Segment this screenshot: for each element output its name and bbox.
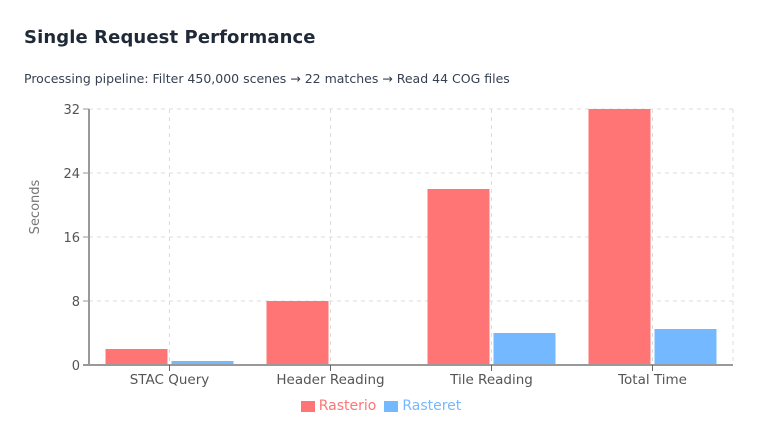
y-tick-label: 8 (72, 295, 80, 310)
bar-rasterio-total-time[interactable] (588, 109, 651, 365)
bar-rasterio-stac-query[interactable] (105, 349, 168, 365)
legend-item-rasterio[interactable]: Rasterio (300, 398, 377, 414)
x-category-label: Total Time (617, 372, 687, 388)
rasteret-swatch-icon (384, 400, 399, 412)
chart-subtitle: Processing pipeline: Filter 450,000 scen… (24, 71, 510, 86)
axes (83, 108, 733, 371)
bar-rasteret-stac-query[interactable] (171, 361, 234, 365)
bar-rasterio-tile-reading[interactable] (427, 189, 490, 365)
rasterio-swatch-icon (300, 400, 315, 412)
bars (105, 109, 717, 365)
y-tick-label: 16 (63, 231, 80, 246)
legend-label-rasteret: Rasteret (402, 398, 462, 414)
bar-rasteret-tile-reading[interactable] (493, 333, 556, 365)
y-tick-label: 24 (63, 167, 80, 182)
x-category-label: Header Reading (276, 372, 384, 388)
x-category-label: STAC Query (130, 372, 210, 388)
legend: Rasterio Rasteret (0, 398, 762, 414)
y-axis-title: Seconds (28, 179, 43, 234)
y-tick-label: 32 (63, 103, 80, 118)
x-category-label: Tile Reading (449, 372, 533, 388)
bar-rasterio-header-reading[interactable] (266, 301, 329, 365)
legend-label-rasterio: Rasterio (318, 398, 377, 414)
x-axis-category-labels: STAC Query Header Reading Tile Reading Tota… (130, 372, 687, 388)
bar-rasteret-total-time[interactable] (654, 329, 717, 365)
legend-item-rasteret[interactable]: Rasteret (384, 398, 461, 414)
y-tick-label: 0 (72, 359, 80, 374)
chart-title: Single Request Performance (24, 27, 316, 48)
y-axis-tick-labels: 0 8 16 24 32 (63, 103, 80, 374)
